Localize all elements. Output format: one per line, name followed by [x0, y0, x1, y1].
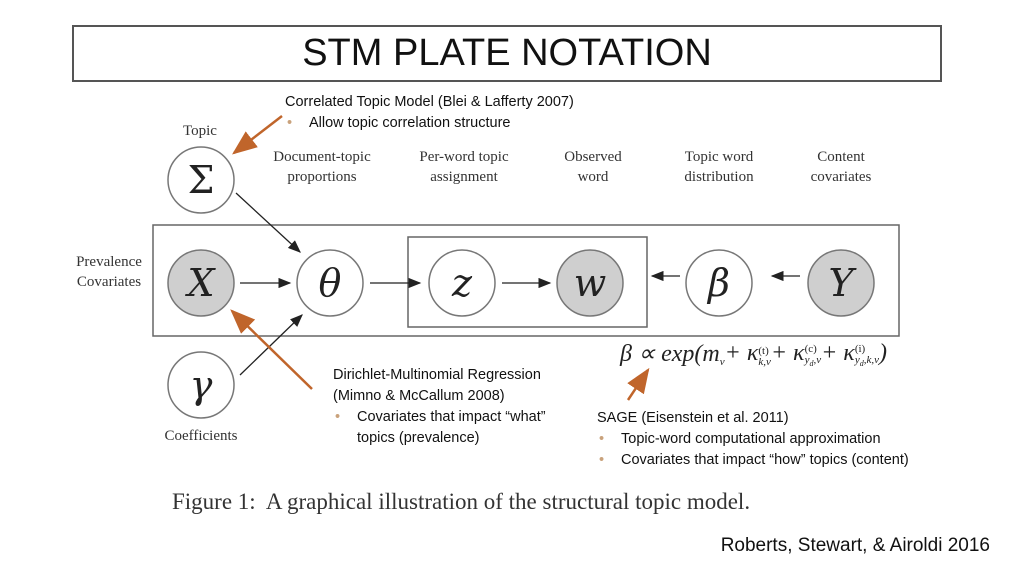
node-label: Coefficients	[164, 428, 238, 444]
node-symbol: β	[706, 261, 730, 305]
formula-sup: (t)	[758, 344, 769, 357]
annotation-bullet: Covariates that impact “what” topics (pr…	[335, 407, 567, 449]
annotation-bullet: Covariates that impact “how” topics (con…	[599, 450, 957, 471]
formula-sup: (c)	[804, 343, 817, 355]
formula-text: )	[878, 340, 887, 366]
node-symbol: Y	[828, 261, 857, 305]
node	[167, 249, 235, 317]
citation: Roberts, Stewart, & Airoldi 2016	[720, 535, 990, 556]
annotation-heading: Correlated Topic Model (Blei & Lafferty …	[285, 94, 574, 110]
node-label: Topic word distribution	[684, 149, 754, 185]
formula-text: + κ	[770, 340, 805, 366]
formula-sub: yd,v	[805, 355, 822, 369]
formula-sub-pre: y	[854, 354, 860, 366]
formula-sub: k,v	[758, 355, 771, 368]
node	[167, 146, 235, 214]
node	[428, 249, 496, 317]
formula-sub: v	[719, 355, 725, 368]
formula: β ∝ exp(m v + κ (t) k,v + κ (c) yd,v + κ (i) yd…	[620, 338, 887, 369]
node-symbol: Σ	[188, 158, 215, 202]
node	[296, 249, 364, 317]
outer-plate	[152, 224, 900, 337]
formula-text: + κ	[724, 340, 759, 366]
node-symbol: θ	[319, 261, 342, 305]
formula-sub-sub: d	[809, 359, 814, 368]
node-label: Per-word topic assignment	[419, 149, 509, 185]
node-label: Prevalence Covariates	[76, 254, 142, 290]
node	[807, 249, 875, 317]
callout-arrow	[626, 367, 650, 401]
annotation-bullet: Topic-word computational approximation	[599, 429, 957, 450]
node-symbol: X	[184, 261, 216, 305]
node	[556, 249, 624, 317]
annotation: Dirichlet-Multinomial Regression (Mimno …	[333, 365, 573, 449]
formula-sub: ,k,v	[863, 354, 879, 366]
formula-sub-sub: d	[859, 359, 864, 368]
formula-sub: k,v	[758, 355, 771, 368]
node	[685, 249, 753, 317]
caption: Figure 1: A graphical illustration of th…	[172, 489, 751, 514]
callout-arrow	[230, 309, 313, 390]
callout-arrow	[232, 115, 283, 155]
annotation-heading: SAGE (Eisenstein et al. 2011)	[597, 410, 789, 426]
annotation: SAGE (Eisenstein et al. 2011) Topic-word…	[597, 408, 957, 471]
formula-sub-pre: y	[804, 354, 810, 366]
annotation-heading: Dirichlet-Multinomial Regression (Mimno …	[333, 367, 541, 404]
formula-sub: v	[719, 355, 725, 368]
node	[167, 351, 235, 419]
node-label: Content covariates	[810, 149, 872, 185]
node-label: Topic	[183, 123, 217, 139]
node-label: Observed word	[564, 149, 622, 185]
node-symbol: z	[451, 261, 473, 305]
formula-sub: yd,k,v	[855, 355, 879, 369]
arrow	[235, 192, 301, 253]
node-label: Document-topic proportions	[273, 149, 371, 185]
title: STM PLATE NOTATION	[72, 25, 942, 82]
annotation: Correlated Topic Model (Blei & Lafferty …	[285, 92, 625, 134]
formula-script: (i) yd,k,v	[855, 344, 879, 369]
inner-plate	[407, 236, 648, 328]
annotation-bullet: Allow topic correlation structure	[287, 113, 625, 134]
formula-script: v	[720, 346, 725, 368]
node-symbol: w	[574, 261, 607, 305]
arrow	[239, 314, 303, 376]
formula-sub: ,v	[813, 354, 822, 366]
formula-sup: (i)	[854, 343, 866, 355]
node-symbol: γ	[190, 363, 213, 407]
formula-text: + κ	[821, 340, 855, 366]
formula-script: (t) k,v	[758, 344, 771, 368]
formula-script: (c) yd,v	[805, 344, 822, 369]
formula-text: β ∝ exp(m	[620, 341, 720, 367]
